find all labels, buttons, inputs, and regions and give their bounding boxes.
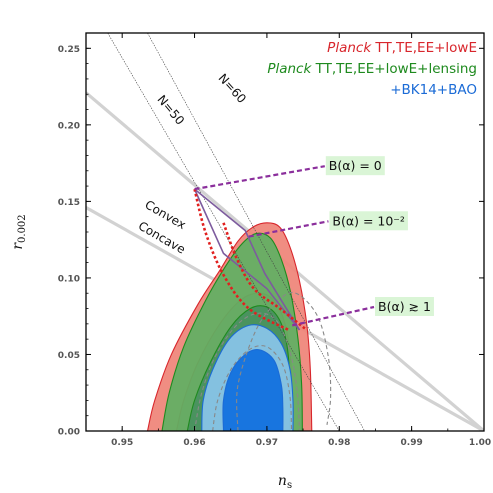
y-axis-label: r0.002 [10, 214, 28, 249]
axes: 0.95 0.96 0.97 0.98 0.99 1.00 0.00 0.05 0.10 0.15… [10, 32, 491, 491]
annotation-connector-2 [291, 305, 375, 327]
dashed-contour-0 [194, 312, 301, 431]
model-curve-0 [194, 188, 301, 331]
y-tick-label-1: 0.05 [58, 351, 80, 361]
plot-area [86, 33, 484, 431]
y-tick-label-0: 0.00 [58, 428, 80, 438]
x-tick-label-5: 1.00 [469, 438, 491, 448]
annotation-label-1: B(α) = 10⁻² [332, 213, 405, 228]
legend-entry-0: Planck TT,TE,EE+lowE [327, 40, 477, 56]
annotation-box-2 [375, 297, 434, 317]
legend-entry-1: Planck TT,TE,EE+lowE+lensing [267, 61, 477, 77]
x-tick-label-4: 0.99 [401, 438, 423, 448]
legend-entry-2: +BK14+BAO [390, 82, 477, 98]
annotation-box-1 [329, 211, 408, 231]
x-tick-label-0: 0.95 [111, 438, 133, 448]
n-line-1 [107, 33, 340, 431]
model-curve-1 [193, 188, 301, 331]
y-tick-label-4: 0.20 [58, 121, 80, 131]
x-tick-label-3: 0.98 [328, 438, 350, 448]
x-tick-label-2: 0.97 [256, 438, 278, 448]
x-axis-label: ns [278, 473, 292, 491]
legend: Planck TT,TE,EE+lowE Planck TT,TE,EE+lowE… [267, 40, 477, 98]
annotation-label-0: B(α) = 0 [329, 158, 382, 173]
red-dotted-curve-0 [193, 188, 290, 332]
annotation-box-0 [325, 156, 385, 176]
y-tick-label-5: 0.25 [58, 45, 80, 55]
annotation-connector-0 [194, 165, 325, 191]
annotation-label-2: B(α) ≳ 1 [378, 299, 431, 314]
dashed-contour-1 [212, 345, 293, 431]
dashed-contour-2 [236, 291, 332, 431]
annotation-connector-1 [248, 220, 329, 238]
red-dotted-curve-1 [222, 222, 308, 331]
y-tick-label-3: 0.15 [58, 198, 80, 208]
contour-series2-68pct [222, 349, 284, 431]
y-tick-label-2: 0.10 [58, 274, 80, 284]
x-tick-label-1: 0.96 [183, 438, 205, 448]
